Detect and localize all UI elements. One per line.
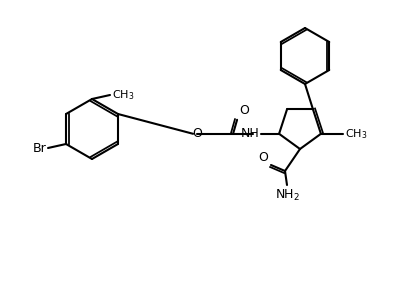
- Text: O: O: [239, 104, 249, 117]
- Text: CH$_3$: CH$_3$: [112, 88, 135, 102]
- Text: NH: NH: [240, 127, 259, 140]
- Text: CH$_3$: CH$_3$: [345, 127, 367, 141]
- Text: O: O: [192, 127, 202, 140]
- Text: Br: Br: [32, 141, 46, 154]
- Text: NH$_2$: NH$_2$: [274, 188, 299, 203]
- Text: O: O: [258, 151, 268, 164]
